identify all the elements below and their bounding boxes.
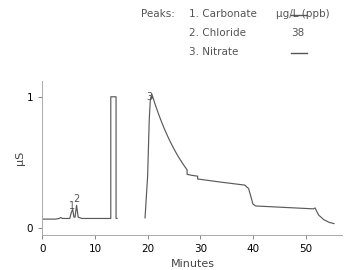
Text: 2. Chloride: 2. Chloride (189, 28, 246, 38)
Text: 1. Carbonate: 1. Carbonate (189, 9, 257, 19)
Text: 2: 2 (73, 194, 80, 204)
Text: Peaks:: Peaks: (141, 9, 175, 19)
Text: 3. Nitrate: 3. Nitrate (189, 47, 238, 57)
Text: μg/L (ppb): μg/L (ppb) (276, 9, 330, 19)
Text: 3: 3 (146, 92, 152, 102)
Text: 38: 38 (291, 28, 305, 38)
X-axis label: Minutes: Minutes (170, 259, 214, 269)
Y-axis label: μS: μS (15, 151, 25, 165)
Text: 1: 1 (69, 201, 75, 211)
